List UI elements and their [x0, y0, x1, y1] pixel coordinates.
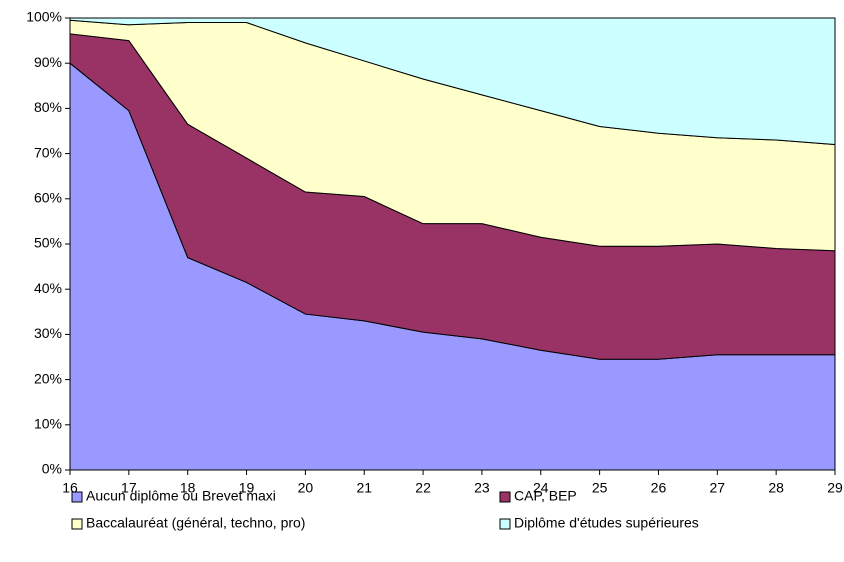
legend-label: Diplôme d'études supérieures — [514, 515, 699, 531]
y-tick-label: 30% — [34, 325, 62, 341]
y-tick-label: 20% — [34, 370, 62, 386]
x-tick-label: 27 — [710, 480, 726, 496]
y-tick-label: 90% — [34, 54, 62, 70]
x-tick-label: 18 — [180, 480, 196, 496]
y-tick-label: 100% — [26, 9, 62, 25]
legend-swatch — [499, 491, 511, 503]
y-tick-label: 60% — [34, 190, 62, 206]
x-tick-label: 21 — [356, 480, 372, 496]
legend-label: Baccalauréat (général, techno, pro) — [86, 515, 305, 531]
legend-label: CAP, BEP — [514, 488, 577, 504]
y-tick-label: 70% — [34, 144, 62, 160]
x-tick-label: 29 — [827, 480, 843, 496]
x-tick-label: 17 — [121, 480, 137, 496]
legend-label: Aucun diplôme ou Brevet maxi — [86, 488, 276, 504]
y-tick-label: 10% — [34, 416, 62, 432]
y-tick-label: 80% — [34, 99, 62, 115]
y-tick-label: 0% — [42, 461, 62, 477]
x-tick-label: 23 — [474, 480, 490, 496]
x-tick-label: 20 — [298, 480, 314, 496]
x-tick-label: 19 — [239, 480, 255, 496]
x-tick-label: 28 — [768, 480, 784, 496]
area — [69, 17, 836, 146]
x-tick-label: 26 — [651, 480, 667, 496]
x-tick-label: 24 — [533, 480, 549, 496]
x-tick-label: 25 — [592, 480, 608, 496]
y-tick-label: 40% — [34, 280, 62, 296]
legend-swatch — [71, 491, 83, 503]
legend-swatch — [71, 518, 83, 530]
legend-swatch — [499, 518, 511, 530]
y-tick-label: 50% — [34, 235, 62, 251]
x-tick-label: 22 — [415, 480, 431, 496]
